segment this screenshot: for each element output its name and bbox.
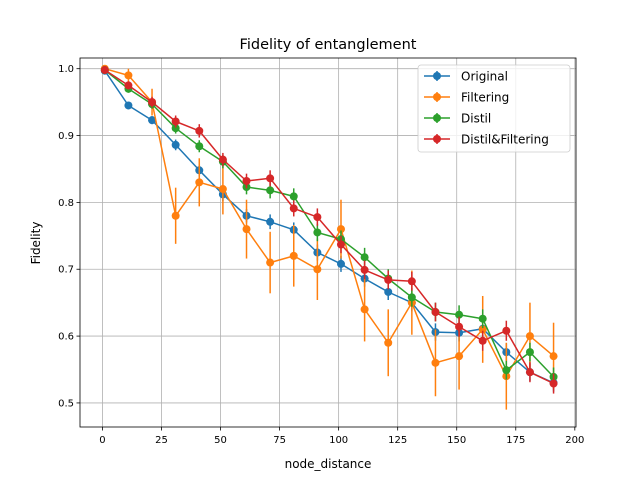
legend: Original Filtering Distil Distil&Filtering bbox=[417, 64, 571, 153]
series-line bbox=[104, 69, 554, 385]
x-tick-label: 200 bbox=[565, 435, 584, 446]
data-point bbox=[195, 126, 204, 135]
legend-box bbox=[417, 64, 571, 153]
legend-label: Original bbox=[461, 70, 508, 84]
data-point bbox=[336, 259, 345, 268]
legend-marker bbox=[433, 135, 441, 143]
x-tick-label: 125 bbox=[388, 435, 407, 446]
data-point bbox=[455, 322, 464, 331]
y-tick-label: 1.0 bbox=[58, 64, 74, 75]
data-point bbox=[171, 140, 180, 149]
data-point bbox=[171, 124, 180, 133]
y-tick-label: 0.5 bbox=[58, 398, 74, 409]
data-point bbox=[124, 81, 133, 90]
data-point bbox=[525, 332, 534, 341]
data-point bbox=[384, 287, 393, 296]
series-line bbox=[104, 67, 555, 377]
data-point bbox=[313, 265, 322, 274]
series-filtering bbox=[100, 64, 558, 410]
data-point bbox=[478, 336, 487, 345]
data-point bbox=[218, 155, 227, 164]
data-point bbox=[242, 177, 251, 185]
data-point bbox=[455, 352, 464, 361]
data-point bbox=[478, 314, 487, 323]
data-point bbox=[407, 277, 416, 286]
data-point bbox=[313, 228, 322, 237]
data-point bbox=[336, 225, 345, 234]
x-tick-label: 100 bbox=[329, 435, 348, 446]
data-point bbox=[218, 185, 227, 194]
x-tick-label: 175 bbox=[506, 435, 525, 446]
data-point bbox=[549, 379, 558, 388]
data-point bbox=[431, 358, 440, 367]
legend-label: Distil bbox=[461, 112, 491, 126]
data-point bbox=[148, 116, 157, 125]
series-distil-filtering bbox=[100, 66, 558, 394]
data-point bbox=[171, 211, 180, 220]
data-point bbox=[360, 253, 369, 262]
x-tick-label: 50 bbox=[214, 435, 227, 446]
data-point bbox=[431, 308, 440, 317]
data-point bbox=[266, 217, 275, 226]
data-point bbox=[478, 325, 487, 334]
legend-entry: Filtering bbox=[424, 91, 509, 105]
x-axis-label: node_distance bbox=[285, 457, 372, 471]
y-tick-label: 0.7 bbox=[58, 265, 74, 276]
y-tick-label: 0.9 bbox=[58, 131, 74, 142]
data-point bbox=[336, 240, 345, 249]
chart-title: Fidelity of entanglement bbox=[240, 37, 417, 53]
data-point bbox=[100, 66, 109, 75]
plot-series bbox=[100, 64, 558, 410]
data-point bbox=[455, 310, 464, 319]
x-tick-label: 150 bbox=[447, 435, 466, 446]
plot-frame bbox=[79, 57, 577, 428]
data-point bbox=[124, 101, 133, 110]
data-point bbox=[525, 368, 534, 377]
x-tick-label: 25 bbox=[155, 435, 168, 446]
y-axis-label: Fidelity bbox=[29, 222, 43, 265]
data-point bbox=[384, 275, 393, 284]
data-point bbox=[195, 142, 204, 151]
data-point bbox=[549, 352, 558, 361]
data-point bbox=[195, 178, 204, 187]
data-point bbox=[502, 326, 511, 335]
data-point bbox=[289, 204, 298, 213]
x-tick-label: 75 bbox=[273, 435, 286, 446]
legend-entry: Distil bbox=[424, 112, 491, 126]
data-point bbox=[502, 366, 511, 375]
data-point bbox=[384, 338, 393, 347]
legend-marker bbox=[433, 114, 441, 122]
y-tick-label: 0.6 bbox=[58, 332, 74, 343]
data-point bbox=[266, 186, 275, 195]
legend-label: Filtering bbox=[461, 91, 509, 105]
data-point bbox=[289, 251, 298, 260]
data-point bbox=[407, 293, 416, 302]
data-point bbox=[148, 98, 157, 107]
axis-ticks: 0 25 50 75 100 125 150 175 200 0.5 0.6 0.7 0.8 0.9 1.0 bbox=[58, 64, 584, 446]
legend-marker bbox=[433, 72, 441, 80]
x-tick-label: 0 bbox=[99, 435, 105, 446]
data-point bbox=[242, 225, 251, 234]
data-point bbox=[313, 213, 322, 222]
data-point bbox=[360, 265, 369, 274]
data-point bbox=[124, 71, 133, 80]
data-point bbox=[171, 117, 180, 126]
data-point bbox=[360, 305, 369, 314]
data-point bbox=[525, 348, 534, 357]
legend-marker bbox=[433, 93, 441, 101]
legend-entry: Original bbox=[424, 70, 508, 84]
data-point bbox=[266, 258, 275, 267]
legend-entry: Distil&Filtering bbox=[424, 133, 549, 147]
y-tick-label: 0.8 bbox=[58, 198, 74, 209]
data-point bbox=[289, 192, 298, 201]
legend-label: Distil&Filtering bbox=[461, 133, 549, 147]
data-point bbox=[266, 174, 275, 183]
